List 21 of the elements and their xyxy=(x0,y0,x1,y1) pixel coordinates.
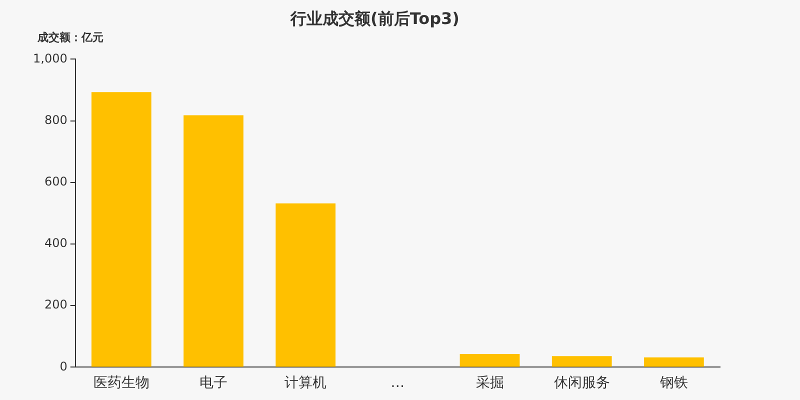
bar xyxy=(276,203,336,367)
bar xyxy=(644,357,704,367)
bar xyxy=(460,354,520,367)
x-tick-label: 电子 xyxy=(199,375,228,392)
y-tick-label: 400 xyxy=(44,236,68,250)
x-tick-label: 休闲服务 xyxy=(554,375,610,392)
x-tick-label: 计算机 xyxy=(284,375,327,392)
y-tick-label: 0 xyxy=(60,359,68,374)
bar xyxy=(552,356,612,367)
x-tick-label: 钢铁 xyxy=(658,375,688,392)
bar xyxy=(184,115,244,367)
x-tick-label: 医药生物 xyxy=(93,375,150,392)
y-axis-title: 成交额：亿元 xyxy=(36,31,104,44)
bar xyxy=(91,92,152,367)
y-tick-label: 600 xyxy=(44,174,68,189)
y-tick-label: 200 xyxy=(44,298,68,312)
y-tick-label: 1,000 xyxy=(32,51,68,66)
chart-title: 行业成交额(前后Top3) xyxy=(290,8,460,28)
x-tick-label: … xyxy=(390,375,405,392)
x-tick-label: 采掘 xyxy=(476,375,504,392)
y-tick-label: 800 xyxy=(44,112,68,127)
